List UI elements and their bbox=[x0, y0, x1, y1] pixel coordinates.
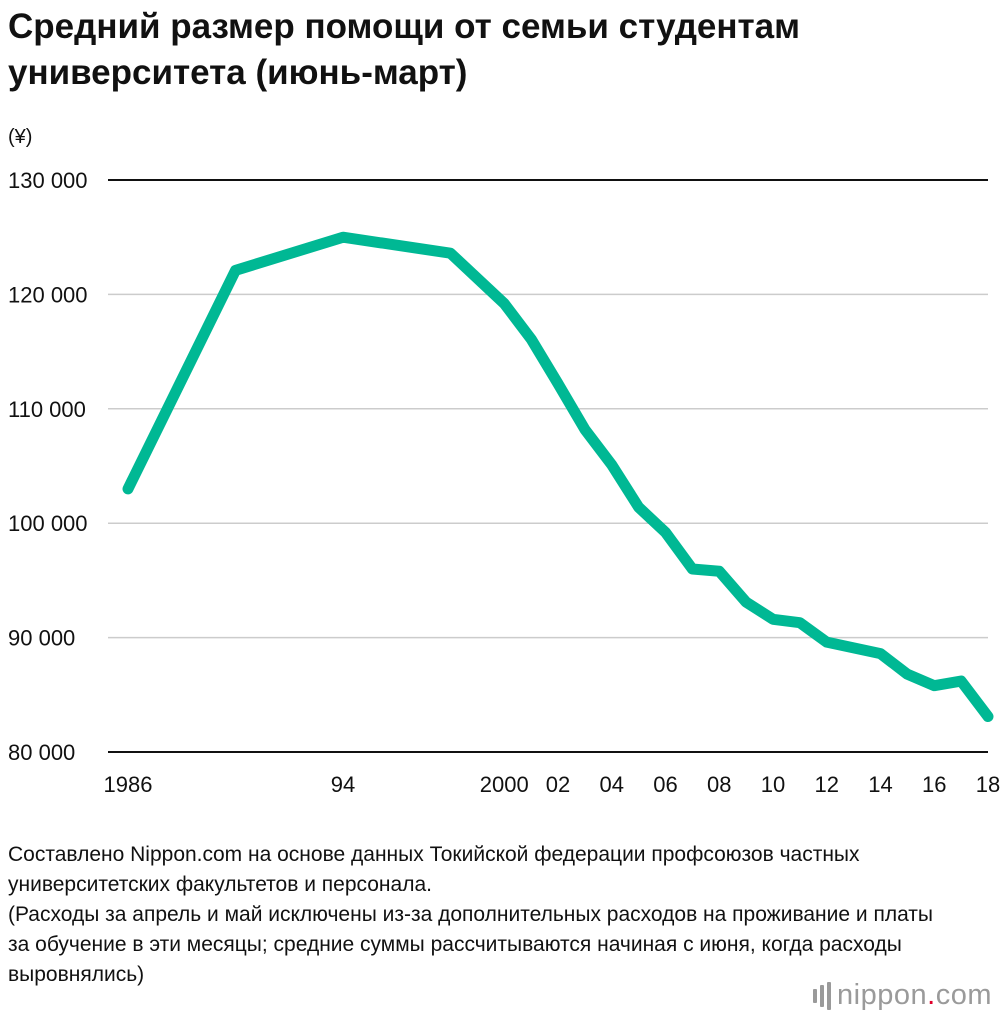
nippon-bars-icon bbox=[813, 981, 832, 1010]
methodology-note: (Расходы за апрель и май исключены из-за… bbox=[8, 903, 934, 986]
y-tick-label: 110 000 bbox=[8, 397, 86, 422]
x-tick-label: 04 bbox=[600, 772, 624, 797]
data-point bbox=[557, 383, 559, 385]
y-tick-label: 80 000 bbox=[8, 740, 75, 765]
x-axis-ticks: 1986 94 2000 02 04 06 08 10 12 14 16 18 bbox=[104, 772, 1000, 797]
y-tick-label: 130 000 bbox=[8, 168, 88, 193]
data-point bbox=[772, 618, 774, 620]
source-note: Составлено Nippon.com на основе данных Т… bbox=[8, 840, 948, 990]
logo-name: nippon bbox=[837, 979, 928, 1011]
data-point bbox=[127, 488, 129, 490]
data-point bbox=[665, 531, 666, 533]
data-point bbox=[853, 647, 855, 649]
x-tick-label: 18 bbox=[976, 772, 1000, 797]
x-tick-label: 12 bbox=[815, 772, 839, 797]
data-point bbox=[584, 428, 586, 430]
data-point bbox=[638, 506, 640, 508]
data-point bbox=[933, 685, 935, 687]
logo-text: nippon.com bbox=[837, 979, 992, 1012]
data-point bbox=[342, 236, 344, 238]
data-point bbox=[718, 570, 720, 572]
x-tick-label: 06 bbox=[653, 772, 677, 797]
data-point bbox=[691, 568, 693, 570]
data-series bbox=[122, 231, 994, 723]
data-point bbox=[745, 601, 747, 603]
data-point bbox=[235, 269, 236, 271]
x-tick-label: 2000 bbox=[480, 772, 529, 797]
chart-title: Средний размер помощи от семьи студентам… bbox=[8, 7, 801, 92]
data-point bbox=[611, 464, 613, 466]
x-tick-label: 16 bbox=[922, 772, 946, 797]
logo-suffix: com bbox=[935, 979, 992, 1011]
data-point bbox=[530, 338, 532, 340]
y-axis-unit-label: (¥) bbox=[8, 126, 33, 148]
data-point bbox=[450, 252, 451, 254]
data-point bbox=[826, 641, 828, 643]
y-tick-label: 120 000 bbox=[8, 282, 88, 307]
y-tick-label: 90 000 bbox=[8, 626, 75, 651]
data-point bbox=[987, 716, 989, 718]
data-point bbox=[906, 673, 908, 675]
y-axis-ticks: 130 000 120 000 110 000 100 000 90 000 80 000 bbox=[8, 168, 88, 765]
data-point bbox=[880, 653, 881, 655]
x-tick-label: 08 bbox=[707, 772, 731, 797]
data-point bbox=[503, 303, 505, 305]
y-tick-label: 100 000 bbox=[8, 511, 88, 536]
data-point bbox=[960, 680, 962, 682]
series-line-0 bbox=[122, 231, 994, 723]
x-tick-label: 02 bbox=[546, 772, 570, 797]
logo-dot: . bbox=[927, 979, 936, 1011]
source-text: Составлено Nippon.com на основе данных Т… bbox=[8, 843, 860, 896]
x-tick-label: 1986 bbox=[104, 772, 153, 797]
line-chart: 130 000 120 000 110 000 100 000 90 000 80 000… bbox=[8, 168, 1000, 797]
gridlines bbox=[108, 179, 988, 753]
data-point bbox=[799, 622, 801, 624]
x-tick-label: 14 bbox=[868, 772, 892, 797]
x-tick-label: 10 bbox=[761, 772, 785, 797]
x-tick-label: 94 bbox=[331, 772, 355, 797]
nippon-logo: nippon.com bbox=[813, 979, 992, 1012]
